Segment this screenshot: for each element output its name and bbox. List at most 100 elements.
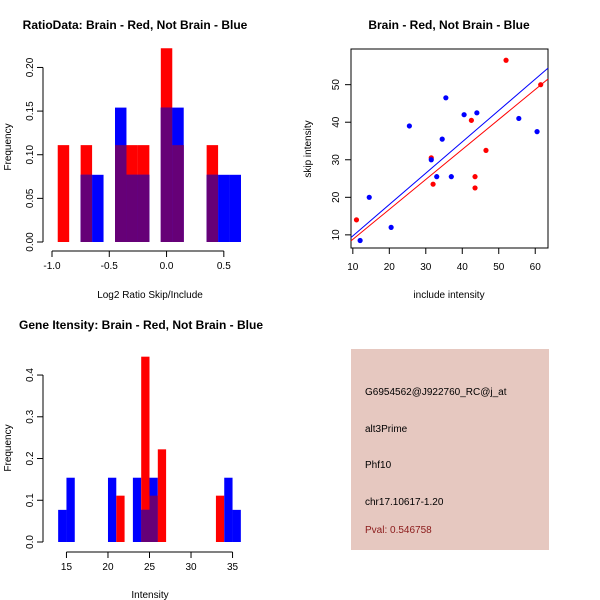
- scatter-point-notbrain: [366, 194, 372, 200]
- ratio-y-tick-label: 0.00: [25, 232, 36, 252]
- intensity-bar-brain-19: [215, 495, 225, 542]
- ratio-bar-overlap-6: [126, 174, 138, 242]
- scatter-point-brain: [353, 217, 360, 223]
- scatter-point-notbrain: [443, 95, 449, 101]
- scatter-point-brain: [472, 174, 478, 180]
- ratio-bar-notbrain-14: [218, 174, 230, 242]
- scatter-point-notbrain: [428, 157, 434, 163]
- scatter-plot-box: [350, 48, 549, 249]
- ratio-x-tick-label: -0.5: [101, 261, 119, 272]
- scatter-x-tick-label: 40: [457, 262, 469, 273]
- scatter-point-notbrain: [516, 115, 522, 122]
- intensity-y-tick-label: 0.4: [25, 368, 36, 382]
- ratio-bar-overlap-9: [160, 107, 173, 242]
- intensity-histogram-bars: [58, 356, 241, 542]
- ratio-bar-brain-0: [57, 145, 70, 242]
- scatter-fit-lines: [350, 67, 549, 242]
- scatter-x-tick-label: 60: [530, 262, 542, 273]
- scatter-point-notbrain: [474, 110, 480, 116]
- intensity-x-tick-label: 25: [144, 562, 156, 573]
- scatter-point-brain: [468, 117, 474, 123]
- genomic-location: chr17.10617-1.20: [365, 497, 444, 508]
- ratio-histogram-xlabel: Log2 Ratio Skip/Include: [97, 290, 203, 301]
- scatter-y-tick-label: 30: [331, 154, 342, 166]
- scatter-x-tick-label: 30: [420, 262, 432, 273]
- intensity-y-tick-label: 0.0: [25, 535, 36, 549]
- scatter-y-tick-label: 50: [331, 79, 342, 91]
- ratio-histogram-title: RatioData: Brain - Red, Not Brain - Blue: [23, 18, 248, 32]
- intensity-x-tick-label: 15: [61, 562, 73, 573]
- ratio-bar-overlap-13: [206, 174, 219, 242]
- intensity-histogram-ylabel: Frequency: [3, 424, 14, 471]
- intensity-histogram-title: Gene Itensity: Brain - Red, Not Brain - …: [19, 318, 263, 332]
- scatter-point-notbrain: [406, 123, 412, 129]
- ratio-bar-overlap-2: [80, 174, 93, 242]
- intensity-bar-notbrain-0: [58, 509, 67, 542]
- ratio-histogram-ylabel: Frequency: [3, 123, 14, 170]
- scatter-points: [353, 57, 544, 244]
- intensity-bar-brain-12: [157, 449, 167, 542]
- ratio-bar-overlap-10: [172, 145, 184, 242]
- scatter-point-brain: [430, 181, 436, 187]
- scatter-x-tick-label: 50: [493, 262, 505, 273]
- ratio-bar-notbrain-15: [229, 174, 241, 242]
- scatter-point-notbrain: [534, 129, 540, 135]
- event-type: alt3Prime: [365, 424, 408, 435]
- intensity-histogram-xlabel: Intensity: [131, 590, 168, 600]
- intensity-y-tick-label: 0.2: [25, 451, 36, 465]
- scatter-point-notbrain: [461, 112, 467, 118]
- intensity-x-tick-label: 20: [102, 562, 114, 573]
- probe-info-panel: G6954562@J922760_RC@j_at alt3Prime Phf10…: [351, 349, 549, 550]
- intensity-y-tick-label: 0.3: [25, 409, 36, 423]
- ratio-y-tick-label: 0.15: [25, 101, 36, 121]
- scatter-xlabel: include intensity: [413, 290, 484, 301]
- scatter-fit-line-brain: [350, 78, 549, 242]
- gene-name: Phf10: [365, 460, 392, 471]
- intensity-bar-brain-7: [116, 495, 125, 542]
- scatter-point-notbrain: [439, 136, 445, 142]
- intensity-x-tick-label: 35: [227, 562, 239, 573]
- intensity-bar-notbrain-1: [66, 477, 75, 542]
- intensity-x-tick-label: 30: [185, 562, 197, 573]
- scatter-point-notbrain: [434, 174, 440, 180]
- scatter-point-brain: [538, 82, 544, 88]
- scatter-y-tick-label: 10: [331, 229, 342, 241]
- intensity-bar-notbrain-20: [224, 477, 233, 542]
- scatter-point-brain: [503, 57, 509, 63]
- ratio-histogram-bars: [57, 48, 241, 242]
- ratio-y-tick-label: 0.20: [25, 57, 36, 77]
- scatter-point-notbrain: [388, 224, 394, 230]
- intensity-y-tick-label: 0.1: [25, 493, 36, 507]
- ratio-bar-overlap-5: [115, 145, 127, 242]
- intensity-bar-overlap-11: [149, 495, 158, 542]
- scatter-point-brain: [472, 185, 478, 191]
- scatter-y-tick-label: 40: [331, 116, 342, 128]
- intensity-bar-overlap-10: [141, 509, 150, 542]
- intensity-bar-notbrain-9: [132, 477, 142, 542]
- probe-id: G6954562@J922760_RC@j_at: [365, 387, 507, 398]
- ratio-y-tick-label: 0.10: [25, 145, 36, 165]
- scatter-point-notbrain: [448, 174, 454, 180]
- scatter-point-brain: [483, 147, 489, 153]
- scatter-title: Brain - Red, Not Brain - Blue: [368, 18, 530, 32]
- ratio-histogram-axes: -1.0 -0.5 0.0 0.5 0.00 0.05 0.10 0.15 0.20: [25, 57, 231, 272]
- scatter-fit-line-notbrain: [350, 67, 549, 238]
- ratio-y-tick-label: 0.05: [25, 188, 36, 208]
- ratio-bar-overlap-7: [137, 174, 150, 242]
- intensity-bar-notbrain-21: [232, 509, 241, 542]
- scatter-ylabel: skip intensity: [303, 120, 314, 177]
- scatter-y-tick-label: 20: [331, 191, 342, 203]
- intensity-histogram-axes: 15 20 25 30 35 0.0 0.1 0.2 0.3 0.4: [25, 368, 239, 573]
- scatter-axes: 10 20 30 40 50 60 10 20 30 40 50: [331, 79, 541, 273]
- scatter-x-tick-label: 10: [347, 262, 359, 273]
- ratio-bar-notbrain-3: [92, 174, 104, 242]
- p-value: Pval: 0.546758: [365, 525, 432, 536]
- intensity-bar-brain-10: [141, 356, 150, 542]
- scatter-x-tick-label: 20: [384, 262, 396, 273]
- scatter-point-notbrain: [357, 237, 363, 244]
- ratio-x-tick-label: 0.5: [217, 261, 231, 272]
- intensity-bar-notbrain-6: [107, 477, 117, 542]
- ratio-x-tick-label: -1.0: [43, 261, 61, 272]
- ratio-x-tick-label: 0.0: [160, 261, 174, 272]
